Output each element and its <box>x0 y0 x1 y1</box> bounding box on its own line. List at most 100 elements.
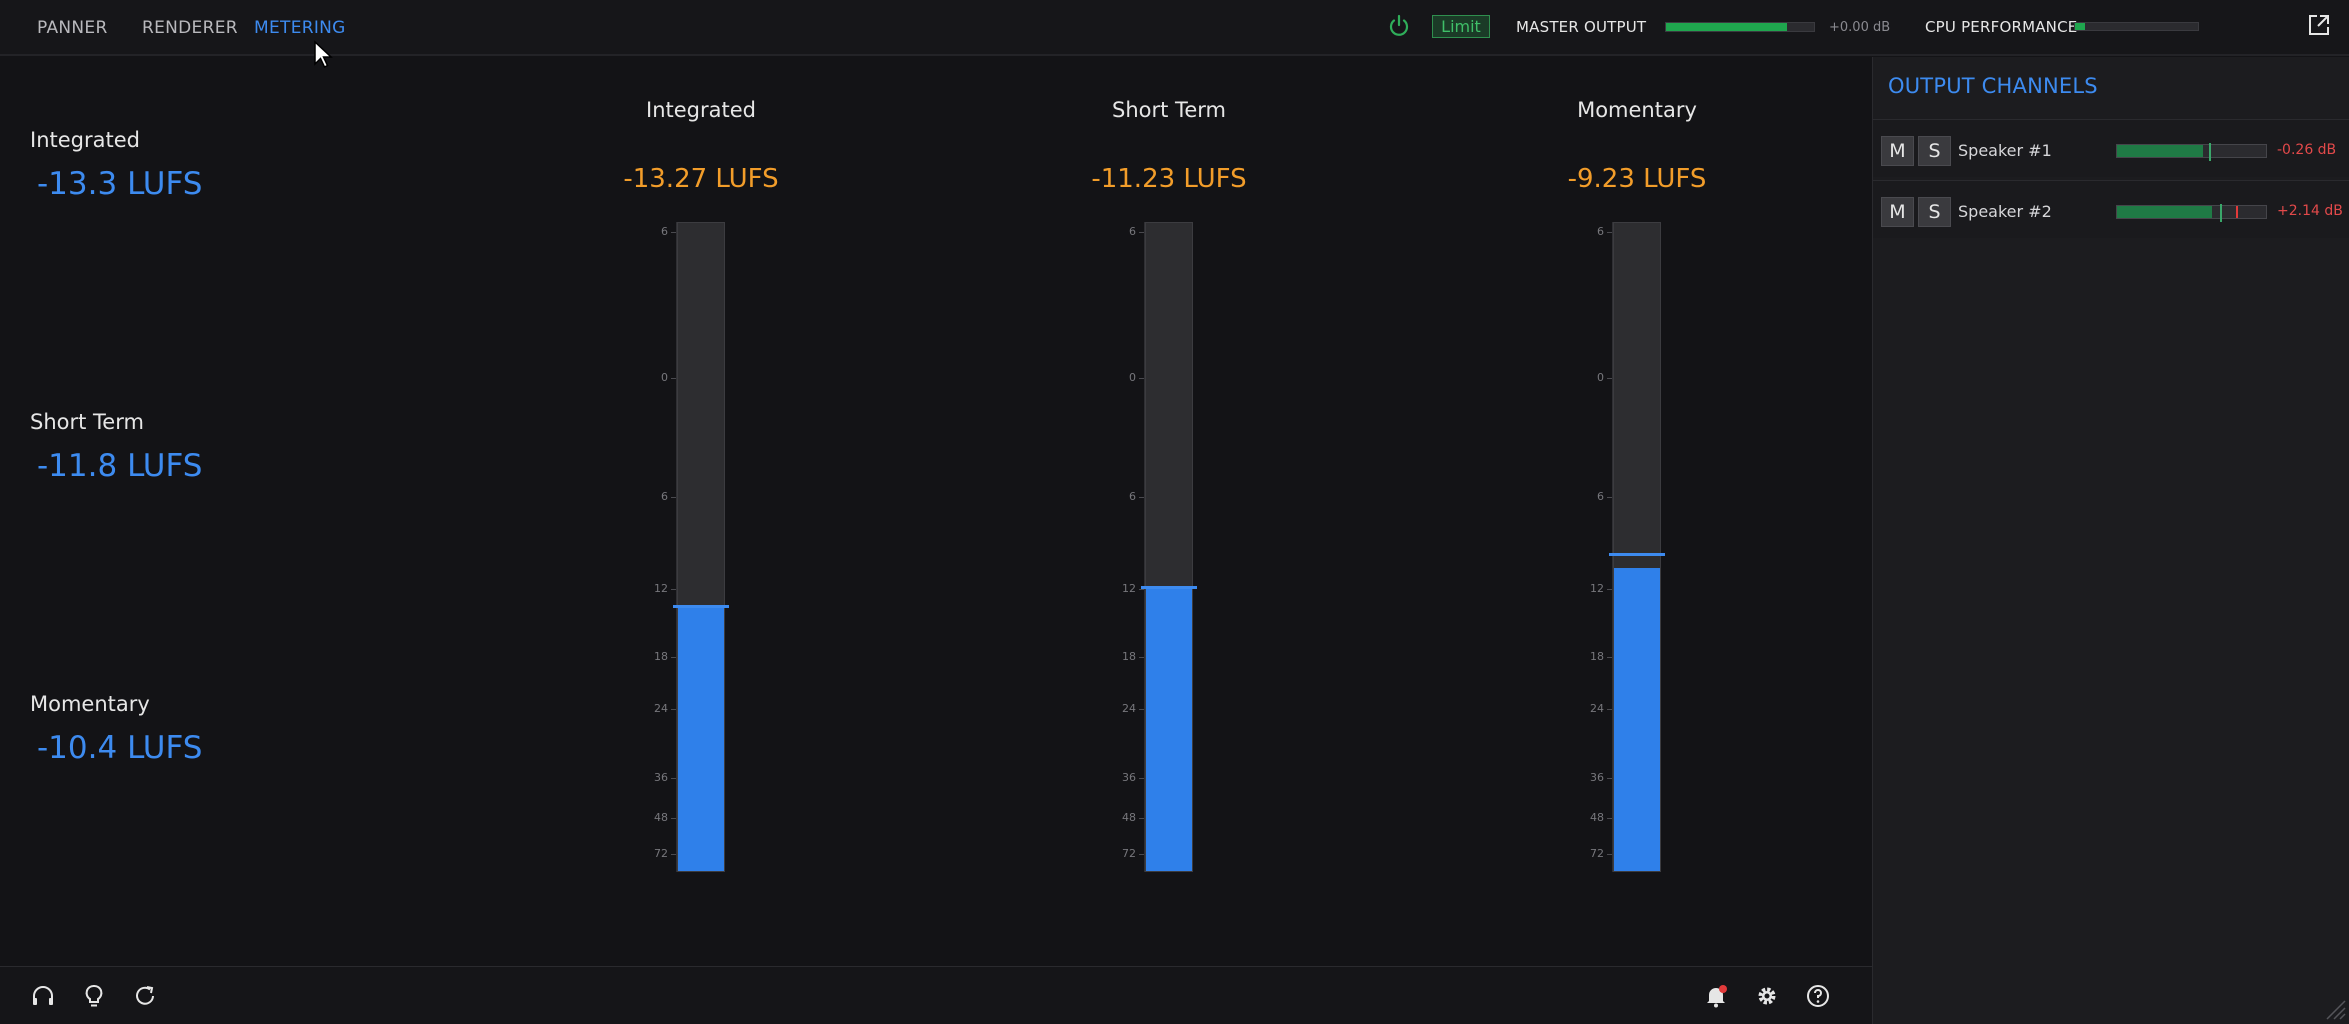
channel-peak-indicator <box>2219 204 2222 222</box>
scale-tick-label: 12 <box>1122 582 1136 595</box>
meter-momentary-track <box>1613 222 1661 872</box>
tab-renderer[interactable]: RENDERER <box>142 18 238 38</box>
meter-short-term-title: Short Term <box>1112 98 1226 122</box>
scale-tick-mark <box>671 818 676 819</box>
lightbulb-icon[interactable] <box>81 983 107 1009</box>
power-icon[interactable] <box>1386 13 1412 39</box>
solo-button[interactable]: S <box>1918 197 1951 227</box>
mute-button[interactable]: M <box>1881 197 1914 227</box>
meter-short-term-fill <box>1146 587 1192 871</box>
channel-row-speaker-1: M S Speaker #1 -0.26 dB <box>1873 119 2349 177</box>
scale-tick-label: 6 <box>661 490 668 503</box>
scale-tick-mark <box>671 709 676 710</box>
meter-momentary-hold-marker <box>1609 553 1665 557</box>
scale-tick-mark <box>671 854 676 855</box>
scale-tick-label: 0 <box>1597 371 1604 384</box>
scale-tick-mark <box>1607 497 1612 498</box>
mouse-cursor-icon <box>314 40 333 69</box>
scale-tick-label: 48 <box>1590 811 1604 824</box>
help-icon[interactable] <box>1805 983 1831 1009</box>
scale-tick-mark <box>1607 232 1612 233</box>
resize-grip-icon[interactable] <box>2323 997 2347 1021</box>
tab-panner[interactable]: PANNER <box>37 18 108 38</box>
scale-tick-label: 18 <box>1122 650 1136 663</box>
scale-tick-mark <box>1607 818 1612 819</box>
scale-tick-label: 24 <box>654 702 668 715</box>
scale-tick-label: 6 <box>661 225 668 238</box>
scale-tick-label: 6 <box>1129 225 1136 238</box>
scale-tick-label: 36 <box>654 771 668 784</box>
meter-momentary-fill <box>1614 567 1660 871</box>
scale-tick-mark <box>671 589 676 590</box>
channel-db-value: +2.14 dB <box>2277 203 2343 219</box>
scale-tick-label: 24 <box>1122 702 1136 715</box>
scale-tick-mark <box>1139 657 1144 658</box>
bell-icon[interactable] <box>1703 983 1729 1009</box>
meter-integrated-hold-marker <box>673 604 729 608</box>
scale-tick-label: 6 <box>1597 490 1604 503</box>
scale-tick-label: 72 <box>1590 847 1604 860</box>
popout-icon[interactable] <box>2306 12 2332 38</box>
meter-momentary-title: Momentary <box>1577 98 1697 122</box>
scale-tick-label: 12 <box>1590 582 1604 595</box>
channel-clip-indicator <box>2236 206 2239 218</box>
meter-momentary-value: -9.23 LUFS <box>1567 164 1707 194</box>
gear-icon[interactable] <box>1754 983 1780 1009</box>
scale-tick-mark <box>1139 778 1144 779</box>
scale-tick-label: 36 <box>1122 771 1136 784</box>
master-output-meter <box>1665 22 1815 32</box>
scale-tick-mark <box>1139 709 1144 710</box>
channel-level-fill <box>2117 145 2204 157</box>
headphones-icon[interactable] <box>30 983 56 1009</box>
scale-tick-label: 18 <box>1590 650 1604 663</box>
cpu-performance-meter-fill <box>2075 23 2085 30</box>
summary-momentary-value: -10.4 LUFS <box>37 730 203 766</box>
tab-metering[interactable]: METERING <box>254 18 346 38</box>
scale-tick-mark <box>1139 854 1144 855</box>
scale-tick-mark <box>1139 589 1144 590</box>
scale-tick-mark <box>671 497 676 498</box>
scale-tick-label: 6 <box>1597 225 1604 238</box>
meter-integrated-track <box>677 222 725 872</box>
meter-short-term-value: -11.23 LUFS <box>1091 164 1247 194</box>
scale-tick-mark <box>1607 709 1612 710</box>
channel-level-meter <box>2116 143 2267 161</box>
scale-tick-mark <box>1607 778 1612 779</box>
scale-tick-label: 6 <box>1129 490 1136 503</box>
scale-tick-label: 72 <box>654 847 668 860</box>
meter-integrated-fill <box>678 607 724 871</box>
summary-integrated-value: -13.3 LUFS <box>37 166 203 202</box>
meter-integrated-title: Integrated <box>646 98 756 122</box>
scale-tick-label: 36 <box>1590 771 1604 784</box>
output-channels-title: OUTPUT CHANNELS <box>1888 74 2098 98</box>
channel-peak-indicator <box>2209 143 2212 161</box>
master-output-db: +0.00 dB <box>1829 20 1891 35</box>
scale-tick-mark <box>1139 497 1144 498</box>
mute-button[interactable]: M <box>1881 136 1914 166</box>
scale-tick-label: 72 <box>1122 847 1136 860</box>
meter-short-term-hold-marker <box>1141 585 1197 589</box>
output-channels-panel: OUTPUT CHANNELS M S Speaker #1 -0.26 dB … <box>1872 57 2349 1024</box>
scale-tick-label: 24 <box>1590 702 1604 715</box>
master-output-label: MASTER OUTPUT <box>1516 18 1647 36</box>
scale-tick-label: 0 <box>1129 371 1136 384</box>
scale-tick-label: 48 <box>1122 811 1136 824</box>
scale-tick-label: 0 <box>661 371 668 384</box>
channel-name: Speaker #1 <box>1958 141 2052 160</box>
scale-tick-mark <box>1607 589 1612 590</box>
meter-integrated-value: -13.27 LUFS <box>623 164 779 194</box>
channel-level-fill <box>2117 206 2213 218</box>
scale-tick-label: 18 <box>654 650 668 663</box>
meter-integrated-scale <box>676 222 677 872</box>
scale-tick-mark <box>1607 378 1612 379</box>
top-bar: PANNER RENDERER METERING Limit MASTER OU… <box>0 0 2349 56</box>
scale-tick-label: 48 <box>654 811 668 824</box>
master-output-meter-fill <box>1666 23 1788 31</box>
scale-tick-label: 12 <box>654 582 668 595</box>
refresh-icon[interactable] <box>132 983 158 1009</box>
solo-button[interactable]: S <box>1918 136 1951 166</box>
limit-button[interactable]: Limit <box>1432 15 1490 38</box>
summary-short-term-value: -11.8 LUFS <box>37 448 203 484</box>
bottom-bar <box>0 966 1872 1024</box>
scale-tick-mark <box>1139 378 1144 379</box>
